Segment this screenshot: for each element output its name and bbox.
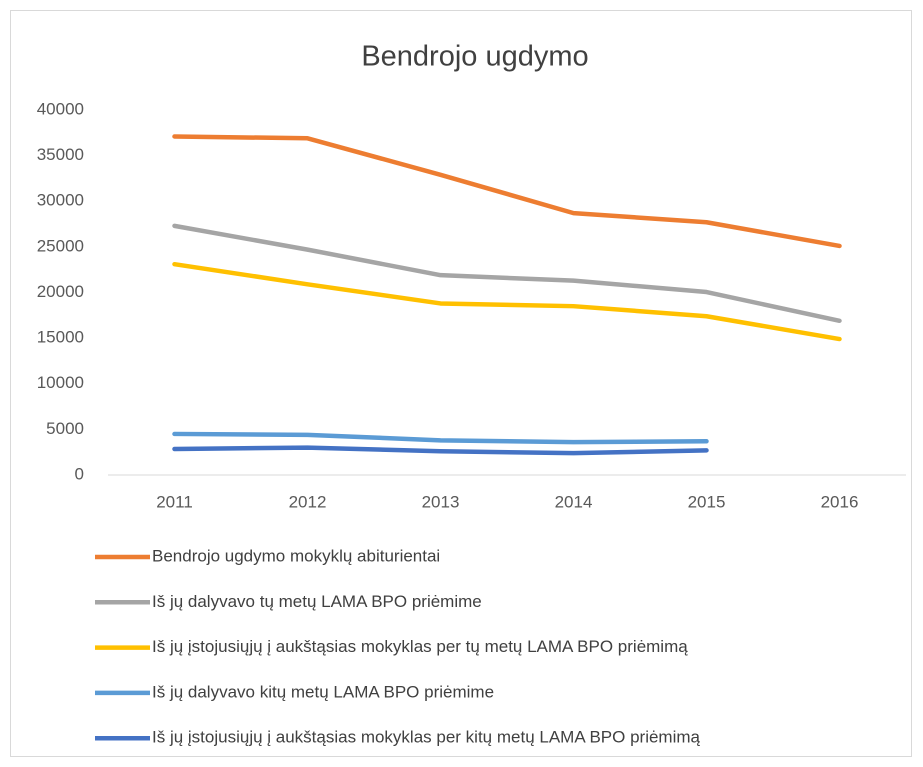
y-tick-label: 35000 xyxy=(37,145,84,164)
y-tick-label: 5000 xyxy=(46,419,84,438)
x-tick-label: 2014 xyxy=(555,492,593,511)
legend-label: Iš jų dalyvavo tų metų LAMA BPO priėmime xyxy=(152,592,482,611)
series-line xyxy=(172,445,709,456)
chart-title: Bendrojo ugdymo xyxy=(361,41,588,73)
series-line xyxy=(172,134,842,249)
x-tick-label: 2015 xyxy=(688,492,726,511)
y-tick-label: 0 xyxy=(75,464,84,483)
legend-label: Iš jų įstojusiųjų į aukštąsias mokyklas … xyxy=(152,637,688,656)
chart-border xyxy=(10,10,912,757)
x-tick-label: 2016 xyxy=(821,492,859,511)
y-tick-label: 15000 xyxy=(37,328,84,347)
y-tick-label: 40000 xyxy=(37,99,84,118)
y-tick-label: 10000 xyxy=(37,373,84,392)
x-tick-label: 2011 xyxy=(156,492,193,511)
series-line xyxy=(172,261,842,342)
x-tick-label: 2012 xyxy=(289,492,327,511)
y-tick-label: 25000 xyxy=(37,236,84,255)
legend-label: Bendrojo ugdymo mokyklų abiturientai xyxy=(152,546,440,565)
series-line xyxy=(172,431,709,445)
x-tick-label: 2013 xyxy=(422,492,460,511)
legend-label: Iš jų dalyvavo kitų metų LAMA BPO priėmi… xyxy=(152,682,494,701)
y-tick-label: 30000 xyxy=(37,191,84,210)
y-tick-label: 20000 xyxy=(37,282,84,301)
series-line xyxy=(172,223,842,324)
legend-label: Iš jų įstojusiųjų į aukštąsias mokyklas … xyxy=(152,728,701,747)
